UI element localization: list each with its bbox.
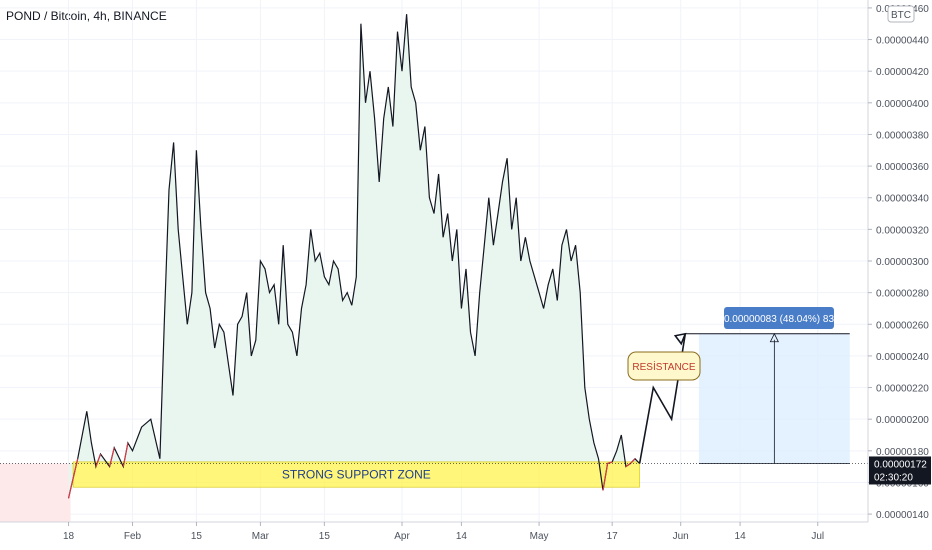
x-tick-label-8: 17 bbox=[607, 531, 619, 542]
y-tick-label-10: 0.00000340 bbox=[876, 194, 929, 205]
y-tick-label-0: 0.00000140 bbox=[876, 510, 929, 521]
candle-countdown: 02:30:20 bbox=[874, 472, 913, 483]
resistance-callout[interactable]: RESİSTANCE bbox=[627, 351, 701, 381]
measure-tag-text: 0.00000083 (48.04%) 83 bbox=[724, 314, 835, 325]
left-loss-zone bbox=[0, 463, 71, 522]
y-tick-label-2: 0.00000180 bbox=[876, 447, 929, 458]
x-tick-label-11: Jul bbox=[811, 531, 824, 542]
currency-badge-label: BTC bbox=[891, 10, 911, 21]
y-tick-label-7: 0.00000280 bbox=[876, 289, 929, 300]
y-tick-label-13: 0.00000400 bbox=[876, 99, 929, 110]
x-tick-label-6: 14 bbox=[456, 531, 468, 542]
currency-badge[interactable]: BTC bbox=[887, 5, 915, 23]
price-axis[interactable]: 0.000001400.000001600.000001800.00000200… bbox=[868, 4, 929, 521]
support-zone-rect[interactable] bbox=[72, 461, 640, 488]
y-tick-label-6: 0.00000260 bbox=[876, 320, 929, 331]
measure-tag-background bbox=[724, 307, 834, 329]
projection-arrow-head bbox=[673, 332, 687, 346]
y-tick-label-3: 0.00000200 bbox=[876, 415, 929, 426]
x-tick-label-5: Apr bbox=[394, 531, 410, 542]
x-tick-label-4: 15 bbox=[319, 531, 331, 542]
x-tick-label-1: Feb bbox=[124, 531, 142, 542]
y-tick-label-9: 0.00000320 bbox=[876, 225, 929, 236]
x-tick-label-2: 15 bbox=[191, 531, 203, 542]
last-price-tag-background bbox=[869, 456, 931, 485]
y-tick-label-5: 0.00000240 bbox=[876, 352, 929, 363]
x-tick-label-0: 18 bbox=[63, 531, 75, 542]
y-tick-label-8: 0.00000300 bbox=[876, 257, 929, 268]
resistance-box bbox=[627, 351, 701, 381]
x-tick-label-10: 14 bbox=[735, 531, 747, 542]
support-zone-label: STRONG SUPPORT ZONE bbox=[282, 468, 431, 482]
resistance-label: RESİSTANCE bbox=[632, 360, 695, 373]
time-axis[interactable]: 18 Feb 15 Mar 15 Apr 14 May 17 Jun 14 Jul bbox=[63, 522, 824, 542]
y-tick-label-14: 0.00000420 bbox=[876, 67, 929, 78]
x-tick-label-9: Jun bbox=[673, 531, 689, 542]
measure-arrow-head bbox=[769, 332, 779, 343]
last-price-value: 0.00000172 bbox=[874, 459, 927, 470]
y-tick-label-11: 0.00000360 bbox=[876, 162, 929, 173]
y-tick-label-15: 0.00000440 bbox=[876, 36, 929, 47]
y-tick-label-4: 0.00000220 bbox=[876, 384, 929, 395]
currency-badge-background bbox=[887, 5, 915, 23]
measure-tag: 0.00000083 (48.04%) 83 bbox=[724, 307, 835, 329]
price-line[interactable] bbox=[67, 14, 641, 499]
y-tick-label-12: 0.00000380 bbox=[876, 130, 929, 141]
x-tick-label-7: May bbox=[530, 531, 549, 542]
last-price-tag: 0.00000172 02:30:20 bbox=[869, 456, 931, 485]
x-tick-label-3: Mar bbox=[252, 531, 270, 542]
price-area-fill bbox=[68, 14, 640, 499]
chart-title: POND / Bitcoin, 4h, BINANCE bbox=[6, 9, 167, 23]
